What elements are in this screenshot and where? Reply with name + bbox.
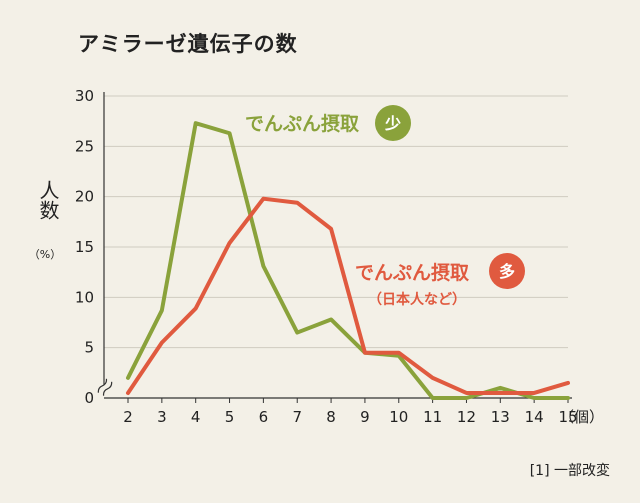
series-2-label: でんぷん摂取 <box>355 261 469 284</box>
x-tick-label: 15 <box>558 408 577 426</box>
x-tick-label: 11 <box>423 408 442 426</box>
x-tick-label: 12 <box>457 408 476 426</box>
series-line-1 <box>126 121 570 400</box>
axis-break-mark <box>97 378 113 396</box>
y-tick-label: 5 <box>84 339 94 357</box>
x-tick-label: 5 <box>225 408 235 426</box>
series-2-sublabel: （日本人など） <box>368 291 466 308</box>
x-tick-label: 8 <box>326 408 336 426</box>
x-tick-label: 13 <box>491 408 510 426</box>
series-2-badge <box>489 253 525 289</box>
axes <box>97 92 572 403</box>
chart-title: アミラーゼ遺伝子の数 <box>78 32 298 56</box>
source-note: [1] 一部改変 <box>529 463 610 479</box>
y-axis-label: 人数 <box>36 180 60 220</box>
x-tick-label: 7 <box>292 408 302 426</box>
y-tick-label: 0 <box>84 389 94 407</box>
series-1-badge <box>375 105 411 141</box>
series-1-badge-text: 少 <box>384 114 401 133</box>
y-tick-label: 10 <box>75 288 94 306</box>
y-tick-label: 30 <box>75 87 94 105</box>
x-axis-unit: （個） <box>559 408 604 426</box>
series-1-label: でんぷん摂取 <box>245 112 359 135</box>
x-tick-label: 10 <box>389 408 408 426</box>
x-tick-label: 3 <box>157 408 167 426</box>
x-tick-label: 2 <box>123 408 133 426</box>
y-tick-label: 20 <box>75 188 94 206</box>
y-tick-label: 25 <box>75 137 94 155</box>
y-axis-unit: （%） <box>28 248 62 261</box>
x-tick-label: 9 <box>360 408 370 426</box>
x-tick-label: 14 <box>525 408 544 426</box>
x-tick-label: 4 <box>191 408 201 426</box>
series-lines <box>126 121 570 400</box>
x-tick-label: 6 <box>259 408 269 426</box>
y-tick-label: 15 <box>75 238 94 256</box>
series-2-badge-text: 多 <box>499 262 515 281</box>
series-line-2 <box>126 196 570 395</box>
